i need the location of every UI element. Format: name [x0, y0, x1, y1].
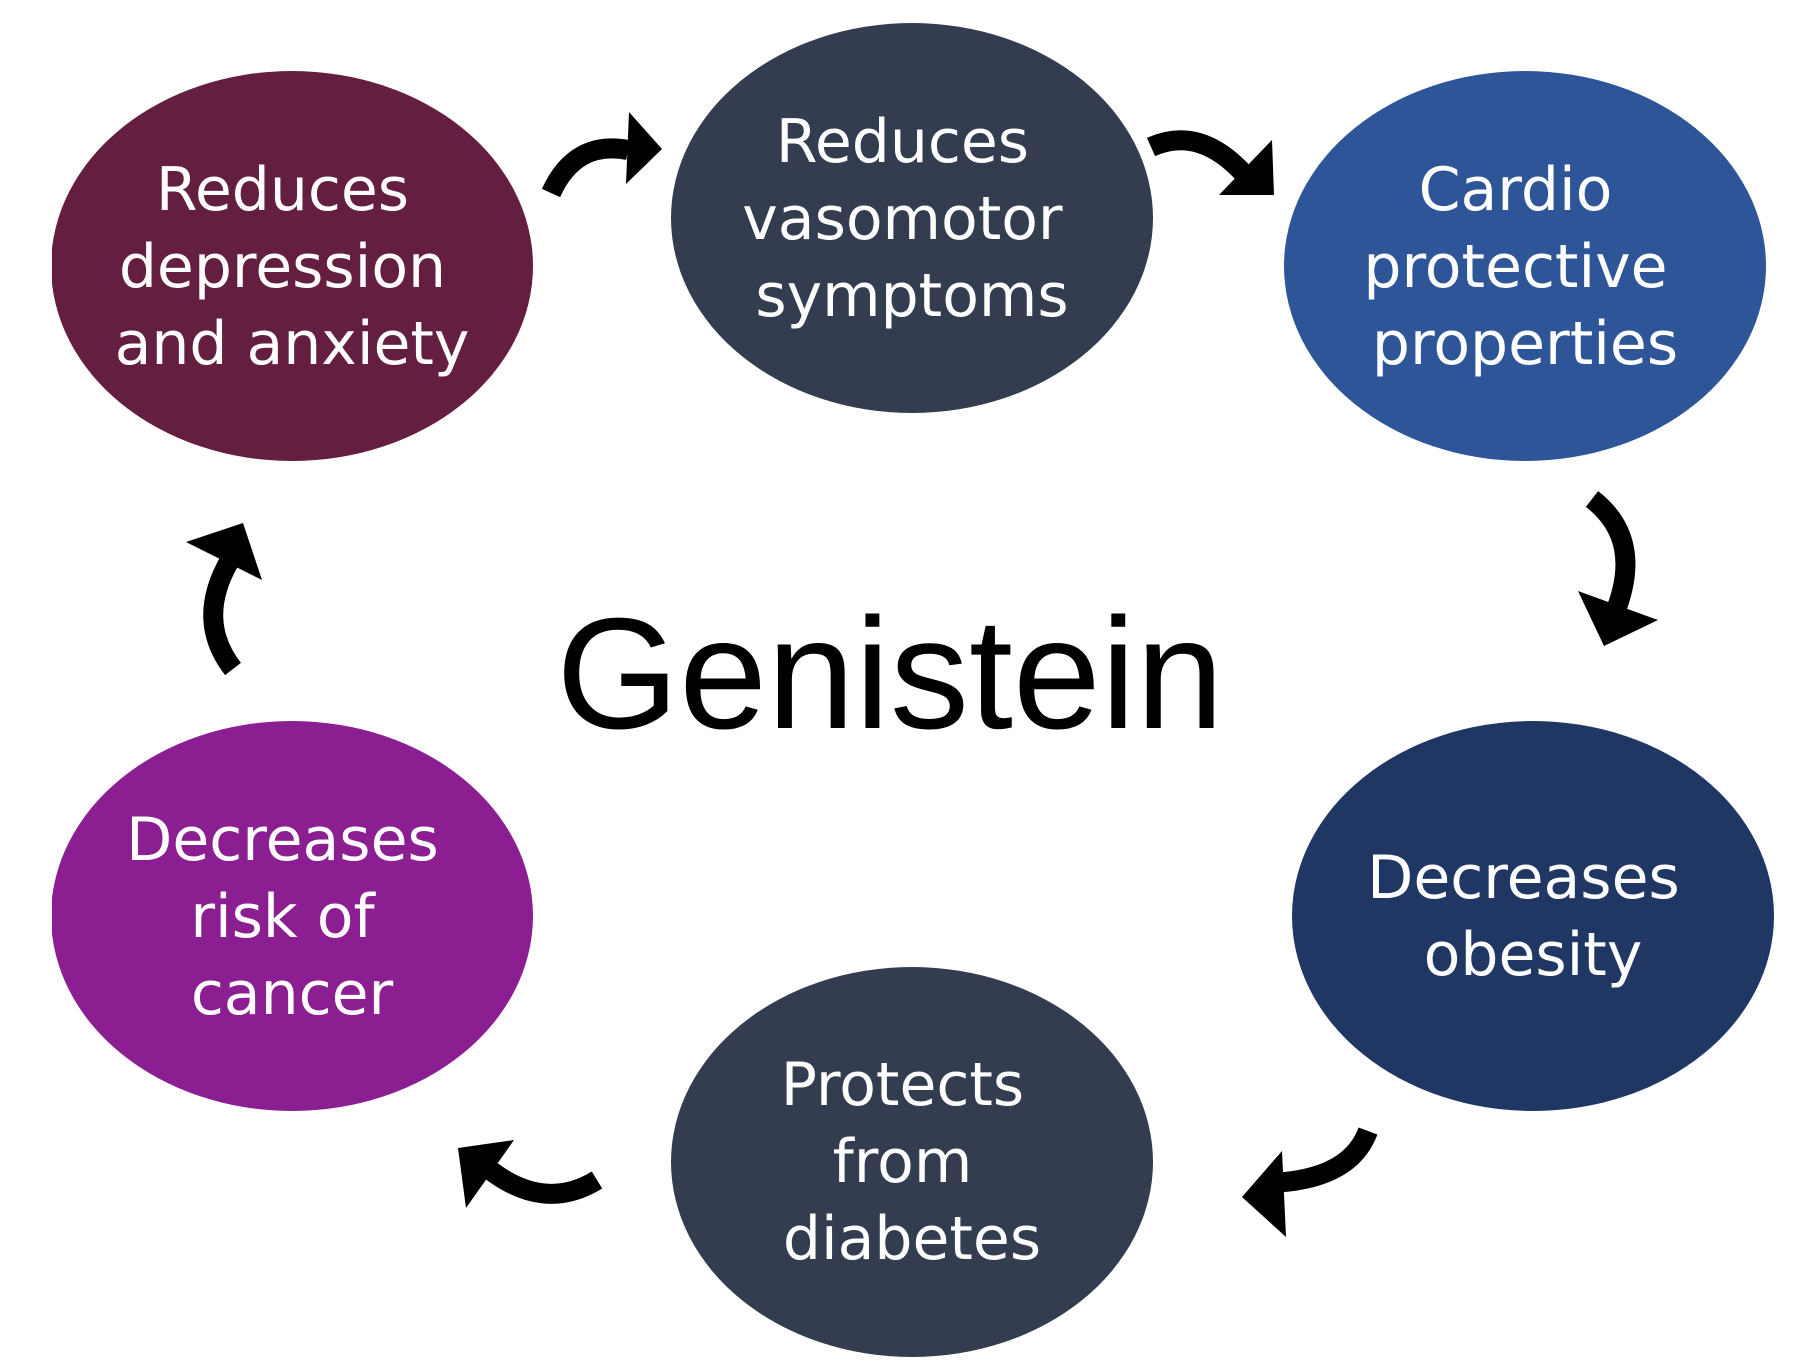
- svg-text:Cardio protective: Cardio protective properties: [1363, 155, 1686, 379]
- node-obesity: Decreases obesity: [1292, 721, 1774, 1111]
- node-vasomotor: Reduces vasomotor symptoms: [671, 23, 1153, 413]
- node-line: protective: [1363, 232, 1667, 302]
- node-line: Reduces: [776, 107, 1029, 177]
- node-line: from: [833, 1127, 973, 1197]
- node-line: Cardio: [1419, 155, 1613, 225]
- node-ellipse: [671, 23, 1153, 413]
- svg-text:Reduces vasomotor: Reduces vasomotor symptoms: [742, 107, 1081, 331]
- svg-text:Decreases risk of: Decreases risk of cancer: [126, 805, 458, 1029]
- svg-text:Reduces depression: Reduces depression and anxiety: [115, 155, 470, 379]
- node-ellipse: [1292, 721, 1774, 1111]
- node-line: cancer: [191, 959, 394, 1029]
- node-line: risk of: [190, 882, 376, 952]
- node-line: and anxiety: [115, 309, 470, 379]
- svg-text:Decreases obesity: Decreases obesity: [1367, 843, 1699, 990]
- node-line: Decreases: [126, 805, 439, 875]
- curved-arrow-icon: [1242, 1127, 1378, 1237]
- curved-arrow-icon: [1578, 491, 1658, 646]
- node-line: vasomotor: [742, 184, 1063, 254]
- curved-arrow-icon: [1146, 130, 1274, 195]
- node-line: depression: [119, 232, 446, 302]
- node-ellipse: [1284, 71, 1766, 461]
- curved-arrow-icon: [458, 1140, 603, 1208]
- node-line: diabetes: [783, 1204, 1041, 1274]
- node-line: Decreases: [1367, 843, 1680, 913]
- node-line: Protects: [781, 1050, 1024, 1120]
- node-ellipse: [671, 967, 1153, 1357]
- node-cancer: Decreases risk of cancer: [52, 721, 533, 1111]
- center-title: Genistein: [556, 586, 1224, 762]
- curved-arrow-icon: [186, 523, 262, 676]
- node-ellipse: [52, 721, 533, 1111]
- svg-text:Protects from: Protects from diabetes: [781, 1050, 1043, 1274]
- node-diabetes: Protects from diabetes: [671, 967, 1153, 1357]
- node-line: obesity: [1424, 920, 1643, 990]
- node-ellipse: [52, 71, 533, 461]
- node-line: properties: [1372, 309, 1678, 379]
- node-cardio: Cardio protective properties: [1284, 71, 1766, 461]
- node-line: Reduces: [156, 155, 409, 225]
- node-depression-anxiety: Reduces depression and anxiety: [52, 71, 533, 461]
- node-line: symptoms: [755, 261, 1068, 331]
- curved-arrow-icon: [541, 112, 662, 198]
